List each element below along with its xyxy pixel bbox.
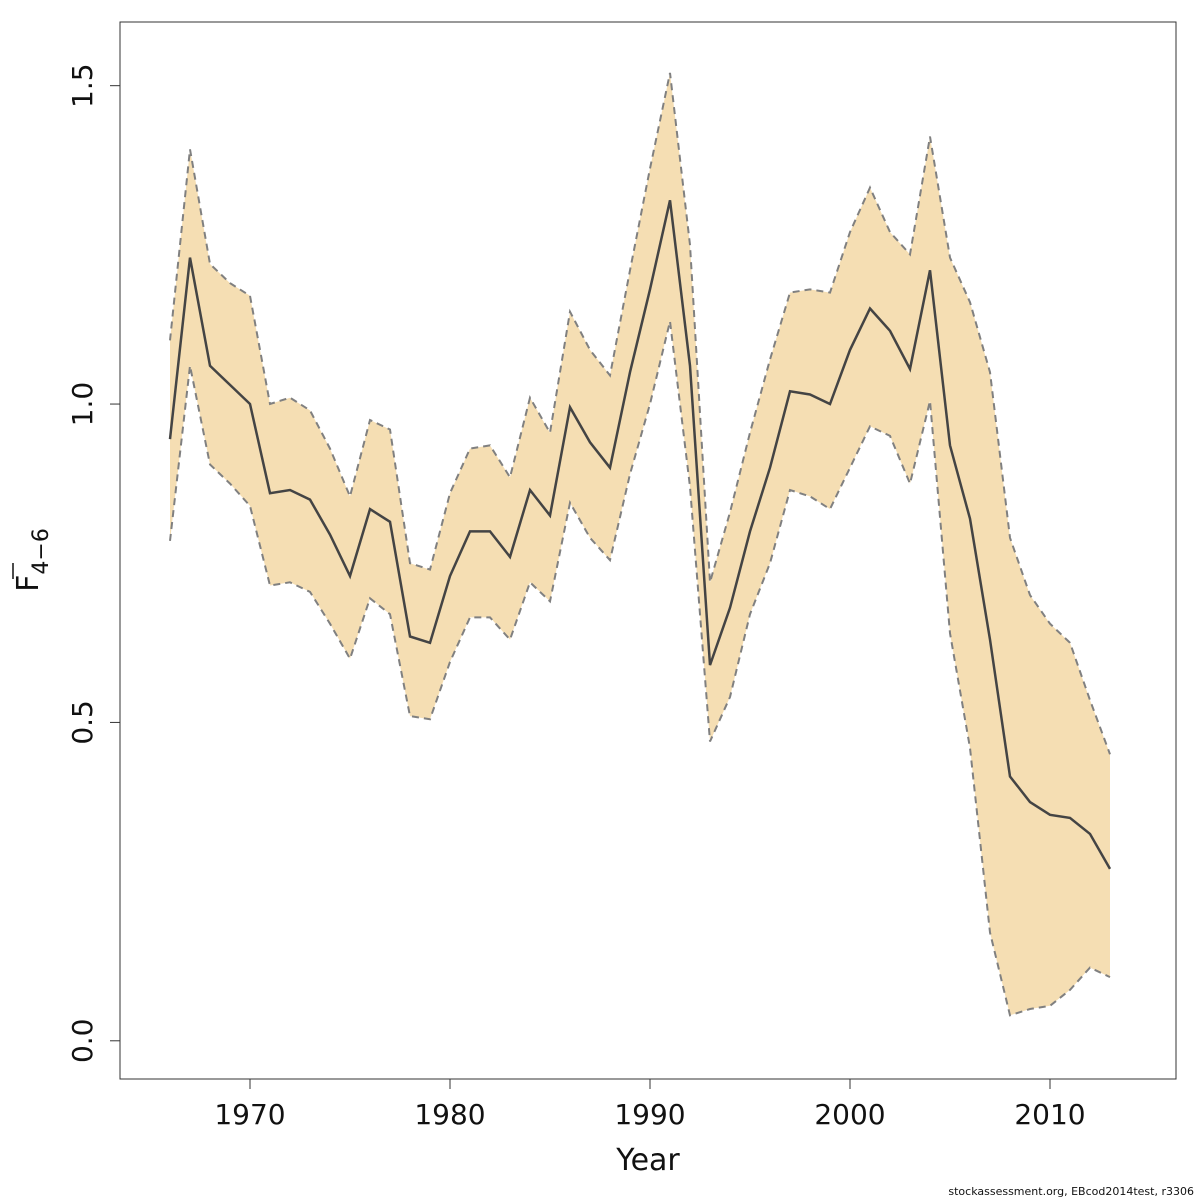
- y-tick-label: 0.5: [66, 700, 99, 745]
- x-tick-label: 1980: [414, 1098, 485, 1131]
- footer-credit: stockassessment.org, EBcod2014test, r330…: [948, 1185, 1194, 1198]
- y-axis-title: F4−6: [11, 528, 54, 592]
- x-tick-label: 1970: [214, 1098, 285, 1131]
- x-axis: 1970 1980 1990 2000 2010: [214, 1078, 1086, 1131]
- svg-text:F4−6: F4−6: [11, 528, 54, 592]
- y-axis-title-subscript: 4−6: [29, 528, 54, 574]
- y-axis-title-main: F: [11, 575, 46, 592]
- x-tick-label: 2010: [1014, 1098, 1085, 1131]
- y-tick-label: 0.0: [66, 1019, 99, 1064]
- x-axis-title: Year: [615, 1143, 680, 1178]
- y-tick-label: 1.5: [66, 63, 99, 108]
- plot-area: [119, 21, 1177, 1080]
- confidence-band: [170, 72, 1110, 1016]
- estimate-line: [168, 200, 1112, 870]
- x-tick-label: 1990: [614, 1098, 685, 1131]
- y-axis: 0.0 0.5 1.0 1.5: [66, 63, 121, 1064]
- y-tick-label: 1.0: [66, 382, 99, 427]
- x-tick-label: 2000: [814, 1098, 885, 1131]
